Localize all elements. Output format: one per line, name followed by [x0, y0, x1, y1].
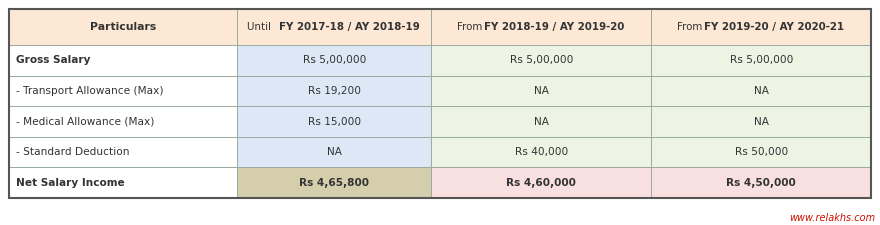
Text: Rs 5,00,000: Rs 5,00,000 — [303, 55, 366, 65]
Bar — [9, 137, 238, 167]
Bar — [431, 137, 651, 167]
Text: www.relakhs.com: www.relakhs.com — [789, 213, 876, 223]
Bar — [238, 76, 431, 106]
Bar — [9, 76, 238, 106]
Bar — [651, 137, 871, 167]
Text: Rs 40,000: Rs 40,000 — [515, 147, 568, 157]
Text: Rs 19,200: Rs 19,200 — [308, 86, 361, 96]
Bar — [431, 106, 651, 137]
Bar — [431, 76, 651, 106]
Bar — [431, 167, 651, 198]
Text: NA: NA — [326, 147, 341, 157]
Text: Net Salary Income: Net Salary Income — [16, 178, 124, 188]
Bar — [238, 137, 431, 167]
Bar — [431, 45, 651, 76]
Text: Rs 15,000: Rs 15,000 — [308, 117, 361, 126]
Text: Rs 4,60,000: Rs 4,60,000 — [506, 178, 576, 188]
Text: - Medical Allowance (Max): - Medical Allowance (Max) — [16, 117, 154, 126]
Text: Particulars: Particulars — [90, 22, 156, 32]
Bar — [651, 9, 871, 45]
Text: NA: NA — [534, 117, 549, 126]
Bar — [431, 9, 651, 45]
Text: NA: NA — [534, 86, 549, 96]
Text: From: From — [457, 22, 486, 32]
Bar — [9, 45, 238, 76]
Bar — [9, 106, 238, 137]
Bar — [9, 167, 238, 198]
Text: From: From — [677, 22, 706, 32]
Bar — [238, 9, 431, 45]
Text: Rs 4,50,000: Rs 4,50,000 — [726, 178, 796, 188]
Text: FY 2018-19 / AY 2019-20: FY 2018-19 / AY 2019-20 — [484, 22, 624, 32]
Bar — [651, 167, 871, 198]
Text: Gross Salary: Gross Salary — [16, 55, 90, 65]
Bar — [651, 76, 871, 106]
Text: - Standard Deduction: - Standard Deduction — [16, 147, 129, 157]
Bar — [238, 167, 431, 198]
Text: Rs 4,65,800: Rs 4,65,800 — [299, 178, 370, 188]
Text: Rs 5,00,000: Rs 5,00,000 — [730, 55, 793, 65]
Bar — [238, 45, 431, 76]
Text: Until: Until — [247, 22, 275, 32]
Text: NA: NA — [754, 86, 769, 96]
Text: - Transport Allowance (Max): - Transport Allowance (Max) — [16, 86, 163, 96]
Bar — [651, 45, 871, 76]
Bar — [238, 106, 431, 137]
Bar — [9, 9, 238, 45]
Text: FY 2019-20 / AY 2020-21: FY 2019-20 / AY 2020-21 — [704, 22, 844, 32]
Text: Rs 5,00,000: Rs 5,00,000 — [510, 55, 573, 65]
Bar — [651, 106, 871, 137]
Text: Rs 50,000: Rs 50,000 — [735, 147, 788, 157]
Text: FY 2017-18 / AY 2018-19: FY 2017-18 / AY 2018-19 — [280, 22, 421, 32]
Text: NA: NA — [754, 117, 769, 126]
